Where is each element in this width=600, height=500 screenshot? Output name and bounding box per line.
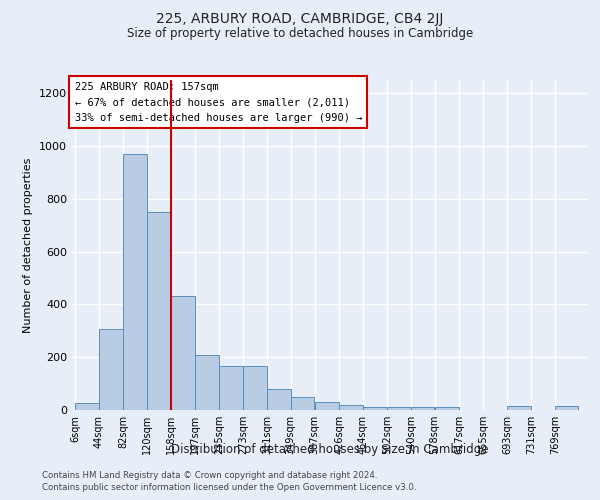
Bar	[363, 408, 387, 410]
Text: Distribution of detached houses by size in Cambridge: Distribution of detached houses by size …	[171, 442, 489, 456]
Bar	[555, 406, 578, 410]
Bar	[315, 402, 339, 410]
Bar	[243, 366, 266, 410]
Bar	[219, 366, 243, 410]
Bar	[196, 354, 219, 410]
Bar	[171, 296, 195, 410]
Bar	[267, 389, 290, 410]
Bar	[339, 404, 363, 410]
Bar	[123, 154, 146, 410]
Text: Contains HM Land Registry data © Crown copyright and database right 2024.: Contains HM Land Registry data © Crown c…	[42, 471, 377, 480]
Bar	[435, 408, 459, 410]
Text: Size of property relative to detached houses in Cambridge: Size of property relative to detached ho…	[127, 28, 473, 40]
Bar	[507, 406, 530, 410]
Bar	[411, 408, 434, 410]
Bar	[75, 404, 99, 410]
Bar	[99, 330, 123, 410]
Bar	[387, 408, 410, 410]
Text: Contains public sector information licensed under the Open Government Licence v3: Contains public sector information licen…	[42, 484, 416, 492]
Bar	[291, 397, 314, 410]
Y-axis label: Number of detached properties: Number of detached properties	[23, 158, 34, 332]
Text: 225, ARBURY ROAD, CAMBRIDGE, CB4 2JJ: 225, ARBURY ROAD, CAMBRIDGE, CB4 2JJ	[157, 12, 443, 26]
Text: 225 ARBURY ROAD: 157sqm
← 67% of detached houses are smaller (2,011)
33% of semi: 225 ARBURY ROAD: 157sqm ← 67% of detache…	[74, 82, 362, 123]
Bar	[147, 212, 170, 410]
